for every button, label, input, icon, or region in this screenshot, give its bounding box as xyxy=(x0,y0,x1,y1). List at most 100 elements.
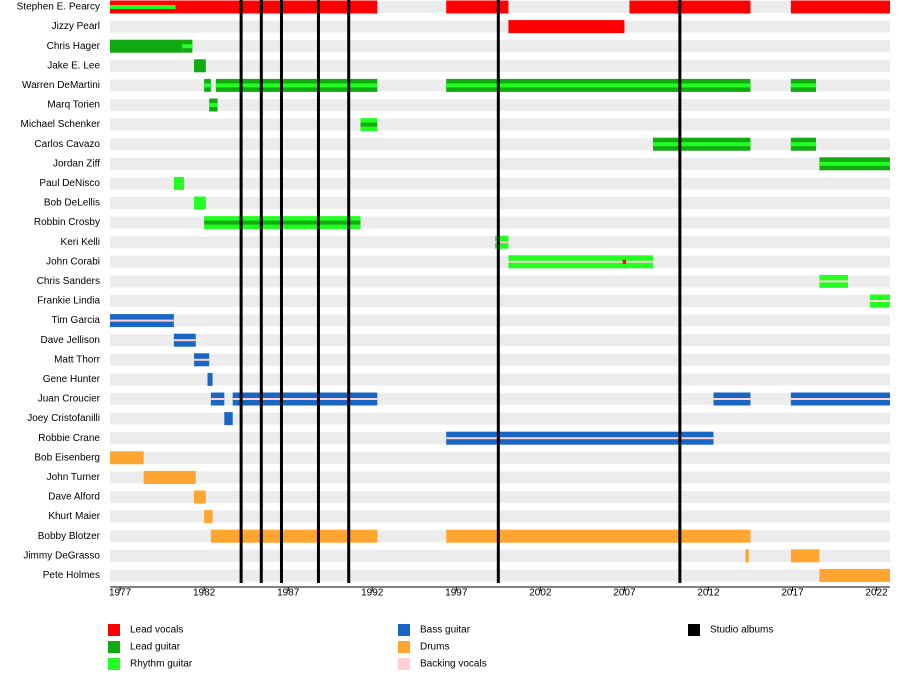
member-name: Marq Torien xyxy=(47,100,100,111)
tenure-stripe xyxy=(446,83,751,88)
member-name: Jizzy Pearl xyxy=(52,21,100,32)
x-tick-label: 2012 xyxy=(697,588,720,599)
member-name: Jake E. Lee xyxy=(47,60,100,71)
row-band xyxy=(110,549,890,562)
row-band xyxy=(110,118,890,131)
tenure-bar xyxy=(194,59,206,73)
member-name: Robbin Crosby xyxy=(34,217,100,228)
member-name: Dave Alford xyxy=(48,492,100,503)
row-band xyxy=(110,373,890,386)
tenure-stripe xyxy=(232,398,378,400)
row-band xyxy=(110,491,890,503)
tenure-stripe xyxy=(204,83,211,88)
row-band xyxy=(110,412,890,425)
row-band xyxy=(110,393,890,405)
row-band xyxy=(110,295,890,307)
member-name: John Corabi xyxy=(46,256,100,267)
member-name: Pete Holmes xyxy=(43,570,100,581)
row-band xyxy=(110,197,890,209)
member-name: Robbie Crane xyxy=(38,433,100,444)
member-name: Jordan Ziff xyxy=(53,158,100,169)
member-name: Stephen E. Pearcy xyxy=(17,2,100,13)
legend-swatch xyxy=(108,641,120,653)
tenure-stripe xyxy=(713,398,751,400)
tenure-stripe xyxy=(360,122,378,127)
member-name: John Turner xyxy=(47,472,101,483)
member-name: Jimmy DeGrasso xyxy=(23,550,100,561)
member-name: Joey Cristofanilli xyxy=(27,413,100,424)
tenure-bar xyxy=(194,490,206,504)
member-name: Khurt Maier xyxy=(48,511,100,522)
member-name: Matt Thorr xyxy=(54,354,101,365)
row-band xyxy=(110,40,890,53)
row-band xyxy=(110,510,890,523)
tenure-stripe xyxy=(446,437,714,440)
tenure-stripe xyxy=(210,398,225,400)
tenure-stripe xyxy=(494,241,509,244)
tenure-bar xyxy=(446,0,509,14)
row-band xyxy=(110,157,890,170)
tenure-bar xyxy=(224,412,233,426)
x-tick-label: 1987 xyxy=(277,588,300,599)
legend-swatch xyxy=(398,658,410,670)
tenure-stripe xyxy=(652,142,751,147)
tenure-bar xyxy=(819,568,890,582)
tenure-stripe xyxy=(790,142,817,147)
tenure-bar xyxy=(629,0,751,14)
member-name: Paul DeNisco xyxy=(39,178,100,189)
tenure-bar xyxy=(173,176,184,190)
x-tick-label: 2017 xyxy=(781,588,804,599)
row-band xyxy=(110,177,890,190)
legend-swatch xyxy=(688,624,700,636)
tenure-bar xyxy=(204,510,213,524)
legend-swatch xyxy=(398,641,410,653)
member-name: Bob DeLellis xyxy=(44,198,100,209)
tenure-stripe xyxy=(869,300,890,302)
tenure-bar xyxy=(175,0,378,14)
tenure-bar xyxy=(110,39,183,53)
member-name: Carlos Cavazo xyxy=(34,139,100,150)
x-tick-label: 1992 xyxy=(361,588,384,599)
legend-swatch xyxy=(398,624,410,636)
tenure-stripe xyxy=(508,260,653,263)
x-tick-label: 1997 xyxy=(445,588,468,599)
member-name: Chris Hager xyxy=(47,41,101,52)
row-band xyxy=(110,275,890,288)
tenure-bar xyxy=(210,529,378,543)
row-band xyxy=(110,569,890,582)
tenure-bar xyxy=(446,529,751,543)
member-name: Dave Jellison xyxy=(41,335,100,346)
member-name: Tim Garcia xyxy=(51,315,100,326)
tenure-stripe xyxy=(110,5,176,9)
tenure-stripe xyxy=(819,161,890,166)
x-tick-label: 2002 xyxy=(529,588,552,599)
legend-label: Studio albums xyxy=(710,625,773,636)
row-band xyxy=(110,314,890,327)
tenure-stripe xyxy=(182,44,193,49)
tenure-stripe xyxy=(622,259,627,264)
legend-label: Drums xyxy=(420,642,449,653)
legend-label: Backing vocals xyxy=(420,659,487,670)
x-tick-label: 2007 xyxy=(613,588,636,599)
tenure-bar xyxy=(207,372,213,386)
tenure-bar xyxy=(194,196,206,210)
tenure-stripe xyxy=(215,83,378,88)
legend-label: Lead guitar xyxy=(130,642,181,653)
tenure-stripe xyxy=(790,83,817,88)
tenure-bar xyxy=(143,470,196,484)
row-band xyxy=(110,20,890,33)
member-name: Warren DeMartini xyxy=(22,80,100,91)
legend-swatch xyxy=(108,658,120,670)
member-name: Frankie Lindia xyxy=(37,296,100,307)
legend-swatch xyxy=(108,624,120,636)
member-name: Juan Croucier xyxy=(38,394,101,405)
member-name: Chris Sanders xyxy=(37,276,100,287)
tenure-stripe xyxy=(790,398,890,400)
tenure-bar xyxy=(508,20,625,34)
tenure-bar xyxy=(790,0,890,14)
x-tick-label: 1977 xyxy=(109,588,132,599)
row-band xyxy=(110,471,890,484)
legend-label: Bass guitar xyxy=(420,625,471,636)
